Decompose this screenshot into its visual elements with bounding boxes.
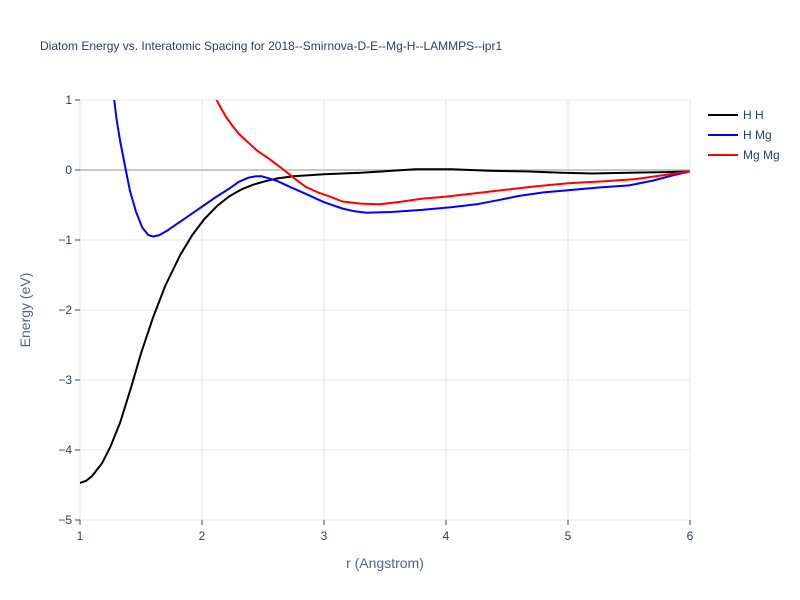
legend-item-h-mg[interactable]: H Mg <box>708 128 772 142</box>
y-axis-title: Energy (eV) <box>17 273 33 348</box>
y-tick-label: −4 <box>58 443 72 457</box>
series-line-h-mg <box>113 100 690 238</box>
legend[interactable]: H H H Mg Mg Mg <box>708 108 780 162</box>
x-tick-label: 1 <box>77 529 84 543</box>
legend-label: H Mg <box>743 128 772 142</box>
gridlines <box>79 99 691 521</box>
x-axis-title: r (Angstrom) <box>346 555 424 571</box>
x-tick-label: 4 <box>443 529 450 543</box>
series-line-mg-mg <box>215 100 690 206</box>
legend-label: Mg Mg <box>743 148 780 162</box>
x-tick-label: 2 <box>199 529 206 543</box>
series-line-h-h <box>80 168 690 484</box>
legend-label: H H <box>743 108 764 122</box>
legend-item-h-h[interactable]: H H <box>708 108 764 122</box>
y-tick-label: −1 <box>58 233 72 247</box>
y-tick-label: −2 <box>58 303 72 317</box>
x-axis-ticks: 1 2 3 4 5 6 <box>77 520 694 543</box>
y-tick-label: −3 <box>58 373 72 387</box>
x-tick-label: 5 <box>565 529 572 543</box>
y-tick-label: 1 <box>65 93 72 107</box>
legend-item-mg-mg[interactable]: Mg Mg <box>708 148 780 162</box>
y-axis-ticks: 1 0 −1 −2 −3 −4 −5 <box>58 93 80 527</box>
x-tick-label: 3 <box>321 529 328 543</box>
plot-area <box>79 99 691 521</box>
x-tick-label: 6 <box>687 529 694 543</box>
chart-title: Diatom Energy vs. Interatomic Spacing fo… <box>40 39 502 53</box>
y-tick-label: −5 <box>58 513 72 527</box>
series-layer <box>80 100 690 484</box>
y-tick-label: 0 <box>65 163 72 177</box>
